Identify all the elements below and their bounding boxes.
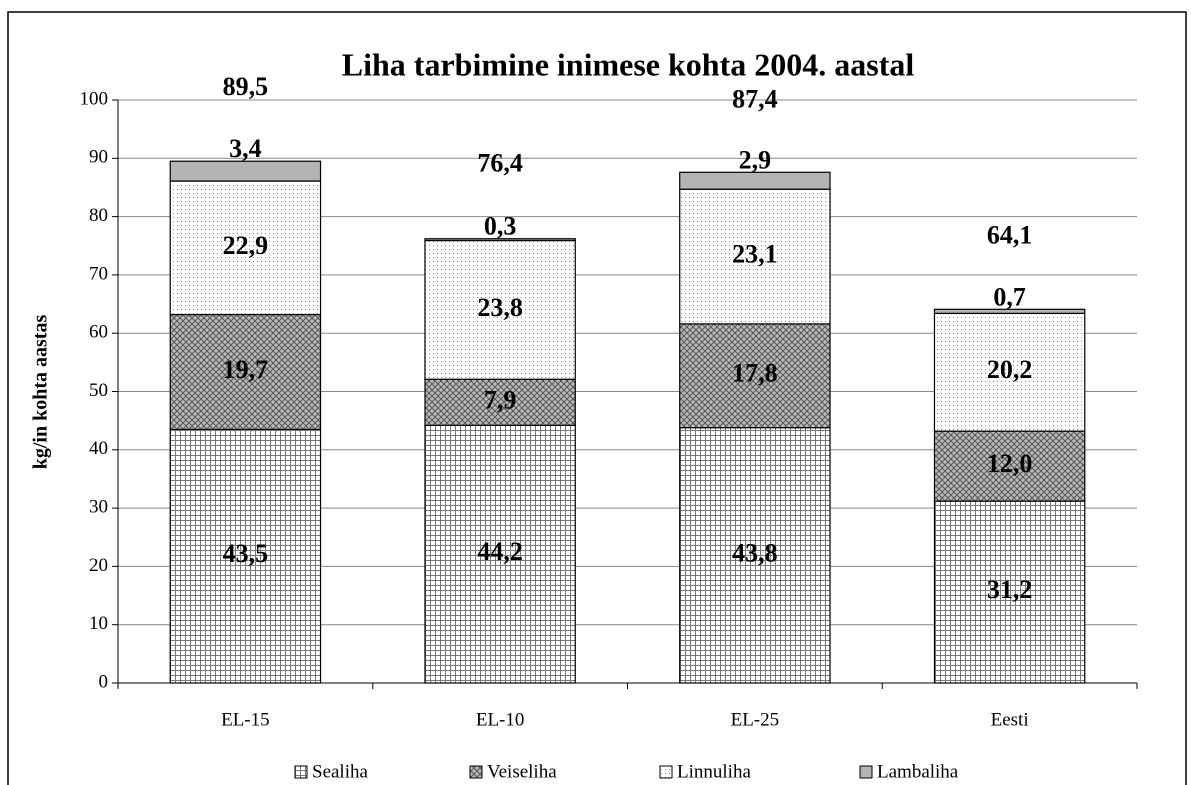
x-tick-label: Eesti xyxy=(991,709,1029,730)
bar-segment xyxy=(933,312,1086,432)
data-label: 44,2 xyxy=(477,537,523,566)
data-label: 31,2 xyxy=(987,575,1033,604)
bar-segment xyxy=(424,238,576,242)
total-label: 76,4 xyxy=(477,149,523,178)
y-tick-label: 50 xyxy=(89,380,108,401)
data-label: 7,9 xyxy=(484,385,517,414)
data-label: 23,8 xyxy=(477,293,523,322)
data-label: 43,5 xyxy=(223,539,269,568)
y-tick-label: 40 xyxy=(89,438,108,459)
data-label: 0,7 xyxy=(993,282,1026,311)
y-axis-label: kg/in kohta aastas xyxy=(30,315,52,470)
y-tick-label: 30 xyxy=(89,496,108,517)
legend-label: Veiseliha xyxy=(487,761,557,782)
bar-segment xyxy=(679,171,831,190)
bar-segment xyxy=(169,428,322,684)
legend-label: Sealiha xyxy=(312,761,368,782)
bar-segment xyxy=(424,378,576,426)
x-tick-label: EL-25 xyxy=(731,709,780,730)
bar-segment xyxy=(169,160,322,182)
data-label: 43,8 xyxy=(732,538,778,567)
y-tick-label: 10 xyxy=(89,613,108,634)
y-tick-label: 60 xyxy=(89,322,108,343)
legend-swatch xyxy=(469,765,483,779)
data-label: 20,2 xyxy=(987,355,1033,384)
total-label: 87,4 xyxy=(732,84,778,113)
data-label: 22,9 xyxy=(223,231,269,260)
y-tick-label: 100 xyxy=(80,88,109,109)
data-label: 12,0 xyxy=(987,449,1033,478)
data-label: 3,4 xyxy=(229,134,262,163)
bar-segment xyxy=(679,427,831,684)
y-tick-label: 0 xyxy=(99,671,109,692)
bar-segment xyxy=(679,323,831,429)
legend-swatch xyxy=(294,765,308,779)
data-label: 19,7 xyxy=(223,355,269,384)
x-tick-label: EL-15 xyxy=(221,709,270,730)
total-label: 89,5 xyxy=(223,72,269,101)
data-label: 17,8 xyxy=(732,359,778,388)
legend-swatch xyxy=(659,765,673,779)
y-tick-label: 20 xyxy=(89,555,108,576)
chart-border xyxy=(7,11,1187,785)
bar-segment xyxy=(424,239,576,380)
x-tick-label: EL-10 xyxy=(476,709,525,730)
chart-title: Liha tarbimine inimese kohta 2004. aasta… xyxy=(342,46,915,82)
y-tick-label: 80 xyxy=(89,205,108,226)
data-label: 2,9 xyxy=(739,145,772,174)
total-label: 64,1 xyxy=(987,220,1033,249)
bar-segment xyxy=(933,308,1086,314)
legend-label: Linnuliha xyxy=(677,761,751,782)
data-label: 23,1 xyxy=(732,240,778,269)
y-tick-label: 90 xyxy=(89,147,108,168)
y-tick-label: 70 xyxy=(89,263,108,284)
bar-segment xyxy=(169,313,322,430)
legend-label: Lambaliha xyxy=(877,761,959,782)
data-label: 0,3 xyxy=(484,212,517,241)
bar-segment xyxy=(933,430,1086,502)
legend-swatch xyxy=(859,765,873,779)
bar-segment xyxy=(169,180,322,316)
